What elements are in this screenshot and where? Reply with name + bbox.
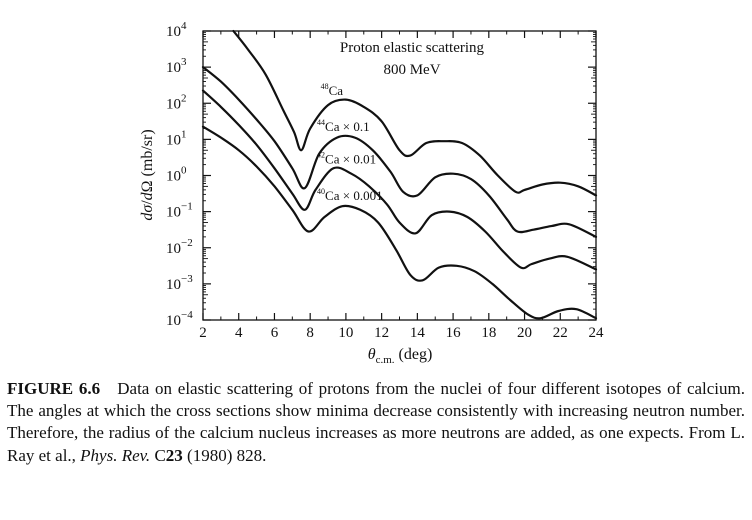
x-tick-label: 4	[235, 325, 243, 341]
x-tick-label: 6	[271, 325, 279, 341]
y-tick-label: 10−3	[166, 273, 193, 293]
x-tick-label: 2	[199, 325, 207, 341]
y-tick-label: 102	[166, 92, 187, 112]
series-label-48ca: 48Ca	[321, 82, 344, 98]
series-line-48ca	[232, 29, 598, 197]
series-label-42ca: 42Ca × 0.01	[317, 151, 376, 167]
x-tick-label: 10	[338, 325, 353, 341]
series-label-44ca: 44Ca × 0.1	[317, 118, 370, 134]
x-tick-label: 14	[410, 325, 426, 341]
series-line-40ca	[201, 125, 598, 320]
data-series	[201, 29, 598, 320]
y-tick-label: 101	[166, 128, 187, 148]
plot-title: Proton elastic scattering 800 MeV	[340, 40, 485, 78]
y-axis-ticks: 104 103 102 101 100 10−1 10−2 10−3 10−4	[166, 20, 596, 329]
caption-text: Data on elastic scattering of protons fr…	[7, 379, 746, 465]
plot-title-line-1: Proton elastic scattering	[340, 40, 485, 56]
y-tick-label: 100	[166, 165, 187, 185]
x-tick-label: 18	[481, 325, 496, 341]
series-labels: 48Ca 44Ca × 0.1 42Ca × 0.01 40Ca × 0.001	[317, 82, 383, 203]
caption-rest: (1980) 828.	[182, 445, 267, 465]
x-tick-label: 20	[517, 325, 532, 341]
figure-label: FIGURE 6.6	[7, 379, 101, 398]
caption-journal-suffix: C	[150, 445, 166, 465]
y-tick-label: 103	[166, 56, 187, 76]
x-tick-label: 24	[589, 325, 605, 341]
x-axis-label: θc.m. (deg)	[368, 346, 433, 366]
x-tick-label: 12	[374, 325, 389, 341]
y-tick-label: 10−2	[166, 237, 193, 257]
caption-journal: Phys. Rev.	[80, 445, 151, 465]
series-line-42ca	[201, 89, 598, 271]
y-tick-label: 104	[166, 20, 187, 40]
plot-title-line-2: 800 MeV	[383, 62, 440, 78]
series-line-44ca	[201, 66, 598, 238]
series-label-40ca: 40Ca × 0.001	[317, 187, 383, 203]
x-tick-label: 16	[446, 325, 462, 341]
cross-section-chart: Proton elastic scattering 800 MeV 2 4 6 8 10…	[139, 20, 604, 366]
y-tick-label: 10−4	[166, 309, 193, 329]
y-axis-label: dσ/dΩ (mb/sr)	[139, 129, 156, 220]
figure-caption: FIGURE 6.6 Data on elastic scattering of…	[7, 378, 745, 467]
x-tick-label: 8	[306, 325, 314, 341]
y-tick-label: 10−1	[166, 201, 193, 221]
x-axis-ticks: 2 4 6 8 10 12 14 16 18 20 22 24	[199, 31, 604, 341]
caption-volume: 23	[165, 445, 183, 465]
x-tick-label: 22	[553, 325, 568, 341]
